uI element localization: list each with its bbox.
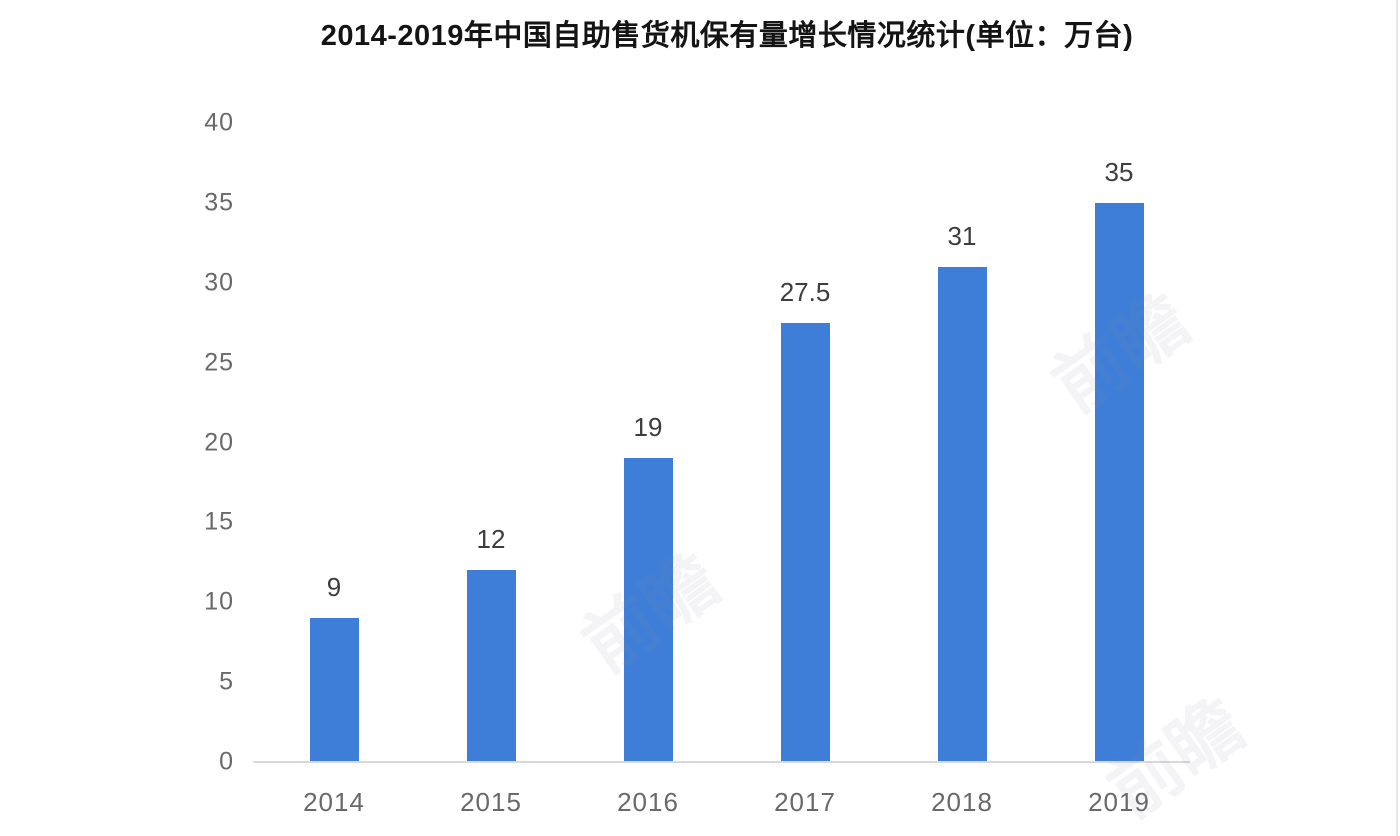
bar-2019	[1094, 202, 1144, 762]
bar-value-label: 35	[1104, 156, 1134, 187]
y-tick-label: 40	[204, 108, 234, 137]
bar-2018	[937, 266, 987, 762]
x-tick-label: 2015	[460, 787, 522, 817]
bar-2014	[309, 618, 359, 762]
bar-value-label: 31	[947, 220, 977, 251]
x-tick-label: 2016	[617, 787, 679, 817]
y-tick-label: 0	[219, 747, 234, 776]
y-tick-label: 15	[204, 507, 234, 536]
bar-value-label: 12	[476, 524, 506, 555]
bar-2015	[466, 570, 516, 762]
x-tick-label: 2018	[931, 787, 993, 817]
y-tick-label: 10	[204, 587, 234, 616]
bar-2017	[780, 322, 830, 762]
x-axis-line	[253, 761, 1190, 763]
y-tick-label: 25	[204, 348, 234, 377]
bar-value-label: 27.5	[779, 276, 831, 307]
bar-2016	[623, 458, 673, 762]
chart-title: 2014-2019年中国自助售货机保有量增长情况统计(单位：万台)	[320, 20, 1134, 52]
x-tick-label: 2019	[1088, 787, 1150, 817]
right-edge-line	[1396, 0, 1398, 836]
x-tick-label: 2017	[774, 787, 836, 817]
y-tick-label: 5	[219, 667, 234, 696]
y-tick-label: 30	[204, 268, 234, 297]
x-tick-label: 2014	[303, 787, 365, 817]
bar-value-label: 9	[326, 572, 342, 603]
y-tick-label: 20	[204, 428, 234, 456]
y-tick-label: 35	[204, 188, 234, 217]
bar-value-label: 19	[633, 412, 663, 443]
